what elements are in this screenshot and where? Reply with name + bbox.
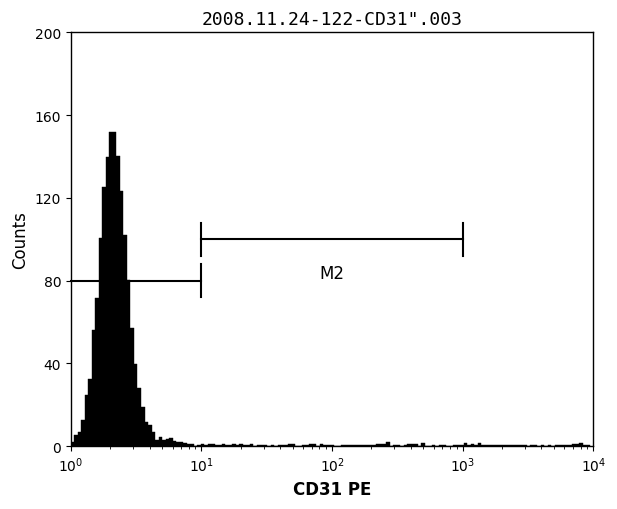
Y-axis label: Counts: Counts	[11, 211, 29, 269]
Title: 2008.11.24-122-CD31".003: 2008.11.24-122-CD31".003	[202, 11, 463, 29]
Text: M2: M2	[320, 265, 344, 282]
Text: M1: M1	[97, 306, 123, 324]
X-axis label: CD31 PE: CD31 PE	[293, 480, 371, 498]
